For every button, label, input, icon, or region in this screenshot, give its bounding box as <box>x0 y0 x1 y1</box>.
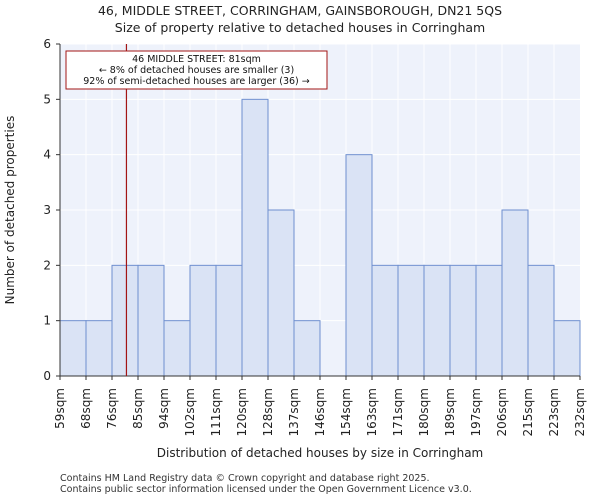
x-tick-label: 223sqm <box>547 388 561 436</box>
histogram-bar <box>215 264 243 377</box>
y-tick-label: 6 <box>43 37 51 51</box>
x-tick-label: 76sqm <box>105 388 119 429</box>
histogram-bar <box>475 264 503 377</box>
histogram-bar <box>553 320 581 377</box>
x-tick-label: 120sqm <box>235 388 249 436</box>
histogram-bar <box>137 264 165 377</box>
x-tick-label: 171sqm <box>391 388 405 436</box>
x-tick-label: 197sqm <box>469 388 483 436</box>
y-tick-label: 2 <box>43 258 51 272</box>
histogram-bar <box>397 264 425 377</box>
x-tick-label: 111sqm <box>209 388 223 436</box>
x-tick-label: 154sqm <box>339 388 353 436</box>
footer-licence: Contains public sector information licen… <box>60 484 472 495</box>
annotation-larger: 92% of semi-detached houses are larger (… <box>83 76 310 87</box>
histogram-bar <box>59 320 87 377</box>
x-tick-label: 180sqm <box>417 388 431 436</box>
x-tick-label: 85sqm <box>131 388 145 429</box>
chart-title-line1: 46, MIDDLE STREET, CORRINGHAM, GAINSBORO… <box>97 3 503 18</box>
x-tick-label: 128sqm <box>261 388 275 436</box>
histogram-bar <box>449 264 477 377</box>
histogram-bar <box>293 320 321 377</box>
x-tick-label: 68sqm <box>79 388 93 429</box>
histogram-bar <box>85 320 113 377</box>
y-tick-label: 1 <box>43 314 51 328</box>
histogram-bar <box>111 264 139 377</box>
histogram-bar <box>241 98 269 377</box>
x-tick-label: 146sqm <box>313 388 327 436</box>
histogram-bar <box>371 264 399 377</box>
histogram-bar <box>163 320 191 377</box>
x-tick-label: 232sqm <box>573 388 587 436</box>
annotation-box <box>65 50 328 90</box>
annotation-title: 46 MIDDLE STREET: 81sqm <box>132 54 261 65</box>
x-tick-label: 137sqm <box>287 388 301 436</box>
histogram-bar <box>345 154 373 377</box>
x-tick-label: 102sqm <box>183 388 197 436</box>
y-tick-label: 4 <box>43 148 51 162</box>
x-tick-label: 163sqm <box>365 388 379 436</box>
annotation-smaller: ← 8% of detached houses are smaller (3) <box>99 65 294 76</box>
x-axis-label: Distribution of detached houses by size … <box>157 446 483 460</box>
x-tick-label: 206sqm <box>495 388 509 436</box>
chart-title-line2: Size of property relative to detached ho… <box>114 20 486 35</box>
x-tick-label: 189sqm <box>443 388 457 436</box>
histogram-bar <box>267 209 295 377</box>
y-tick-label: 5 <box>43 92 51 106</box>
x-tick-label: 215sqm <box>521 388 535 436</box>
y-tick-label: 3 <box>43 203 51 217</box>
histogram-bar <box>189 264 217 377</box>
histogram-bar <box>527 264 555 377</box>
x-tick-label: 94sqm <box>157 388 171 429</box>
x-tick-label: 59sqm <box>53 388 67 429</box>
footer-copyright: Contains HM Land Registry data © Crown c… <box>60 473 430 484</box>
y-axis-label: Number of detached properties <box>3 116 17 305</box>
histogram-bar <box>423 264 451 377</box>
y-tick-label: 0 <box>43 369 51 383</box>
histogram-bar <box>501 209 529 377</box>
